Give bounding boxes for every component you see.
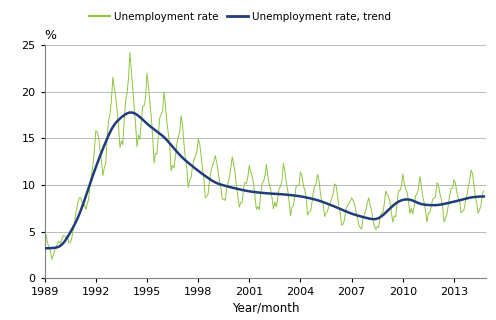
X-axis label: Year/month: Year/month: [232, 301, 299, 315]
Text: %: %: [45, 29, 57, 43]
Legend: Unemployment rate, Unemployment rate, trend: Unemployment rate, Unemployment rate, tr…: [85, 8, 395, 26]
